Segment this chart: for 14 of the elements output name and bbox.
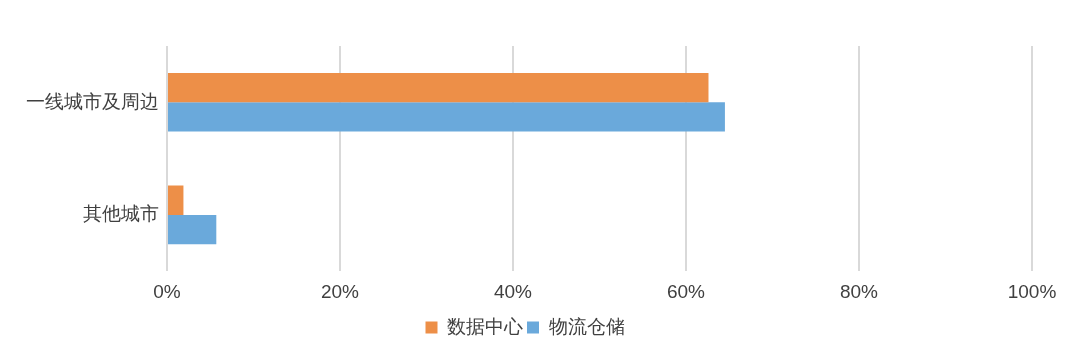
- y-tick-label: 其他城市: [83, 203, 159, 225]
- x-tick-label: 40%: [493, 280, 533, 302]
- bar: [168, 185, 184, 215]
- x-tick-label: 60%: [666, 280, 706, 302]
- y-tick-label: 一线城市及周边: [26, 90, 159, 112]
- legend-label: 物流仓储: [548, 315, 625, 337]
- x-tick-label: 0%: [153, 280, 181, 302]
- x-tick-label: 20%: [320, 280, 360, 302]
- x-tick-label: 100%: [1007, 280, 1057, 302]
- bar: [168, 214, 217, 245]
- legend-label: 数据中心: [447, 315, 523, 337]
- x-tick-label: 80%: [839, 280, 879, 302]
- bar: [168, 73, 709, 103]
- bar: [168, 102, 725, 132]
